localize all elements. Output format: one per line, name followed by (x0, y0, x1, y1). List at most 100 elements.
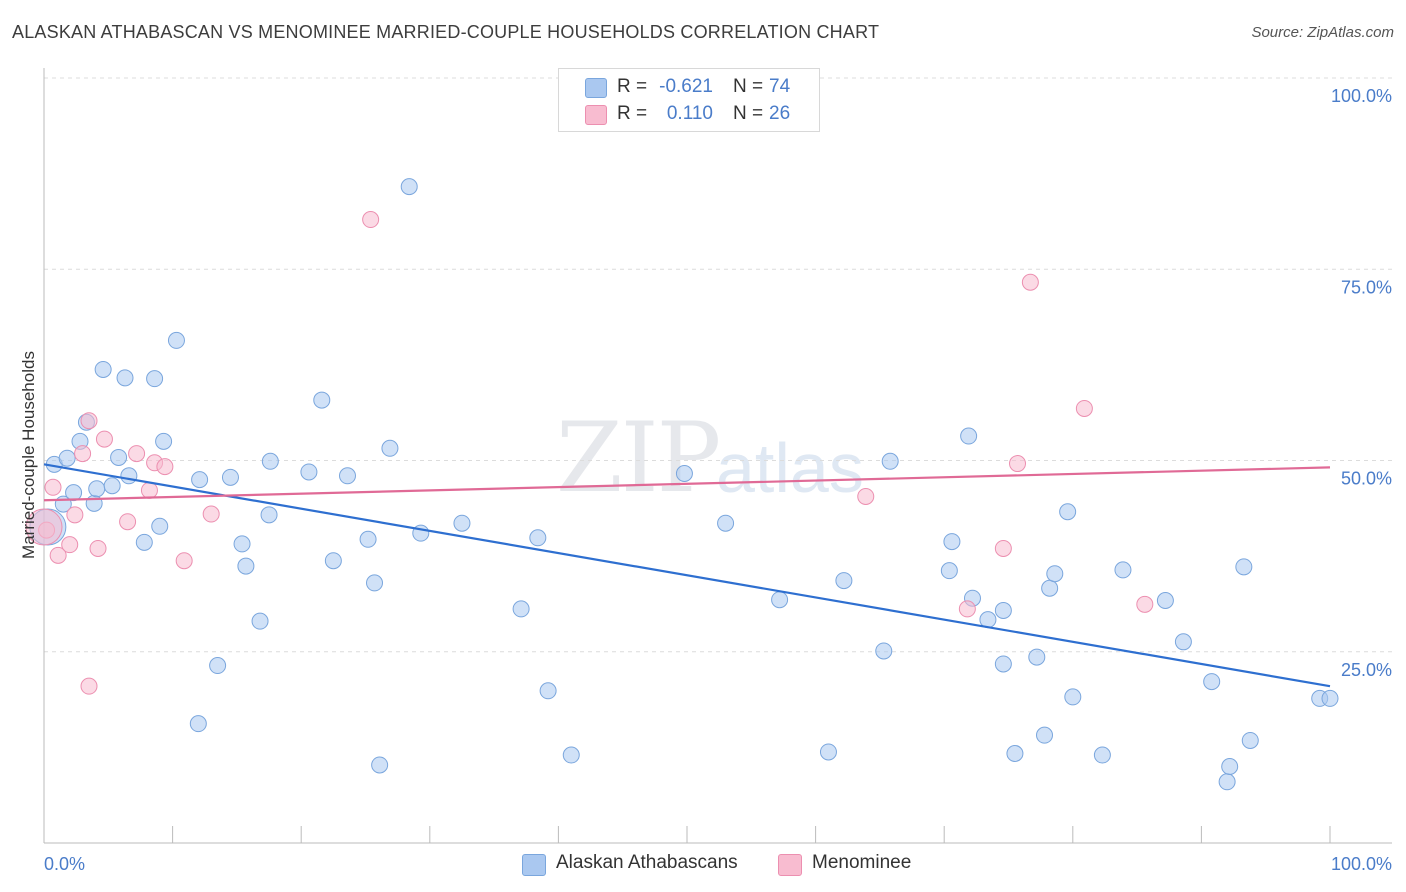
athabascan-point (1041, 579, 1059, 597)
athabascan-point (819, 743, 837, 761)
athabascan-point (371, 756, 389, 774)
menominee-point (156, 458, 174, 476)
athabascan-point (453, 514, 471, 532)
athabascan-point (943, 533, 961, 551)
bottom-legend-swatch-menominee (778, 854, 802, 876)
menominee-point (80, 677, 98, 695)
legend-n-label: N = (733, 76, 764, 97)
athabascan-point (261, 452, 279, 470)
athabascan-point (338, 467, 356, 485)
legend-r-label: R = (617, 103, 648, 124)
athabascan-point (1028, 648, 1046, 666)
athabascan-point (835, 572, 853, 590)
athabascan-point (940, 562, 958, 580)
athabascan-point (237, 557, 255, 575)
athabascan-point (151, 517, 169, 535)
athabascan-point (1221, 758, 1239, 775)
athabascan-point (717, 514, 735, 532)
athabascan-point (103, 477, 121, 495)
source-label: Source: ZipAtlas.com (1251, 24, 1394, 41)
athabascan-point (110, 448, 128, 466)
menominee-point (1136, 595, 1154, 613)
athabascan-point (1093, 746, 1111, 764)
athabascan-point (85, 494, 103, 512)
athabascan-point (381, 439, 399, 457)
athabascan-point (221, 468, 239, 486)
athabascan-point (539, 682, 557, 700)
menominee-point (857, 487, 875, 505)
athabascan-point (116, 369, 134, 387)
athabascan-point (209, 657, 227, 675)
athabascan-point (191, 471, 209, 489)
y-tick-label: 75.0% (1341, 277, 1392, 297)
x-tick-label: 0.0% (44, 854, 85, 874)
athabascan-point (1241, 731, 1259, 749)
athabascan-point (65, 484, 83, 502)
menominee-point (119, 513, 137, 531)
menominee-point (44, 478, 62, 496)
athabascan-point (400, 178, 418, 196)
athabascan-point (875, 642, 893, 660)
menominee-point (74, 445, 92, 463)
legend-r-label: R = (617, 76, 648, 97)
menominee-point (140, 481, 158, 499)
athabascan-point (1006, 744, 1024, 762)
menominee-point (89, 539, 107, 557)
menominee-point (128, 445, 146, 463)
menominee-point (994, 539, 1012, 557)
athabascan-point (313, 391, 331, 409)
menominee-point (80, 412, 98, 430)
athabascan-point (529, 529, 547, 547)
menominee-trend-line (43, 466, 1331, 502)
athabascan-point (1114, 561, 1132, 579)
athabascan-point (771, 591, 789, 609)
axis-labels: 25.0% 50.0% 75.0% 100.0% 0.0% 100.0% Married-c… (19, 86, 1392, 874)
athabascan-point (300, 463, 318, 481)
athabascan-point (324, 552, 342, 570)
athabascan-point (1059, 503, 1077, 521)
legend-swatch-athabascan (585, 78, 607, 98)
athabascan-point (1046, 565, 1064, 583)
athabascan-point (562, 746, 580, 764)
legend-swatch-menominee (585, 105, 607, 125)
menominee-point (66, 506, 84, 524)
athabascan-point (512, 600, 530, 618)
menominee-point (25, 508, 63, 546)
menominee-point (958, 600, 976, 618)
watermark-atlas: atlas (716, 429, 864, 507)
athabascan-point (167, 331, 185, 349)
athabascan-point (1218, 773, 1236, 791)
correlation-legend: R = -0.621 N = 74 R = 0.110 N = 26 (558, 68, 820, 132)
y-axis-title: Married-couple Households (19, 351, 38, 559)
athabascan-point (994, 655, 1012, 673)
legend-n-value: 74 (769, 76, 791, 97)
menominee-point (1009, 455, 1027, 473)
menominee-point (202, 505, 220, 523)
x-tick-label: 100.0% (1331, 854, 1392, 874)
athabascan-point (135, 533, 153, 551)
athabascan-point (359, 530, 377, 548)
legend-r-value: -0.621 (659, 76, 713, 97)
athabascan-point (881, 452, 899, 470)
athabascan-point (1203, 673, 1221, 691)
athabascan-point (1036, 726, 1054, 744)
athabascan-point (120, 467, 138, 485)
athabascan-point (189, 715, 207, 733)
chart-title: ALASKAN ATHABASCAN VS MENOMINEE MARRIED-… (12, 22, 880, 42)
athabascan-point (94, 360, 112, 378)
athabascan-point (251, 612, 269, 630)
menominee-point (1021, 273, 1039, 291)
menominee-point (49, 546, 67, 564)
bottom-legend-label: Menominee (812, 852, 912, 873)
athabascan-point (1064, 688, 1082, 706)
menominee-point (61, 536, 79, 554)
athabascan-point (960, 427, 978, 445)
menominee-point (175, 552, 193, 570)
athabascan-point (1174, 633, 1192, 651)
data-points (25, 178, 1339, 791)
athabascan-point (1156, 591, 1174, 609)
athabascan-point (233, 535, 251, 553)
y-tick-label: 100.0% (1331, 86, 1392, 106)
y-tick-label: 25.0% (1341, 660, 1392, 680)
